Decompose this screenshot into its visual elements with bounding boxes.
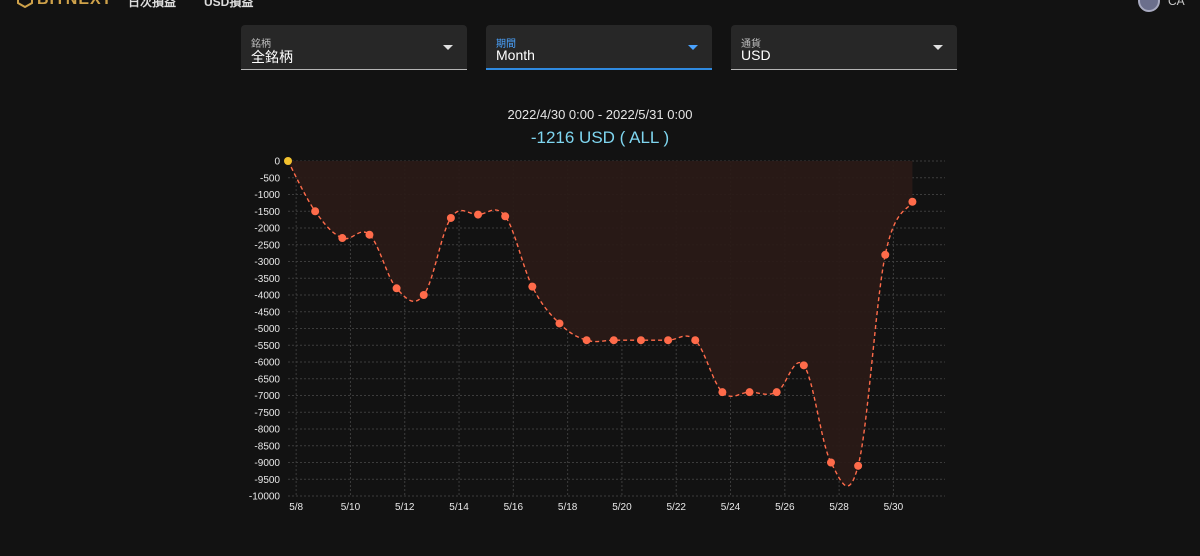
x-tick-label: 5/28 [829,502,849,513]
x-tick-label: 5/14 [449,502,469,513]
y-tick-label: 0 [274,157,280,168]
nav-item-usd-pnl[interactable]: USD損益 [204,0,254,9]
currency-select-label: 通貨 [741,39,761,50]
data-point[interactable] [338,234,347,243]
x-tick-label: 5/10 [341,502,361,513]
symbol-select-label: 銘柄 [251,39,271,50]
data-point[interactable] [718,388,727,397]
x-tick-label: 5/18 [558,502,578,513]
x-tick-label: 5/30 [884,502,904,513]
y-tick-label: -2500 [254,240,280,251]
data-point[interactable] [474,210,483,219]
y-tick-label: -5500 [254,341,280,352]
x-tick-label: 5/20 [612,502,632,513]
data-point[interactable] [446,213,455,222]
y-tick-label: -8500 [254,441,280,452]
x-tick-label: 5/22 [666,502,686,513]
data-point[interactable] [881,250,890,259]
y-tick-label: -9500 [254,475,280,486]
symbol-select-value: 全銘柄 [251,49,293,65]
data-point[interactable] [908,197,917,206]
data-point[interactable] [284,157,292,165]
data-point[interactable] [501,212,510,221]
y-tick-label: -1500 [254,207,280,218]
data-point[interactable] [528,282,537,291]
data-point[interactable] [582,336,591,345]
x-tick-label: 5/12 [395,502,415,513]
user-name[interactable]: CA [1168,0,1185,8]
data-point[interactable] [826,458,835,467]
data-point[interactable] [609,336,618,345]
period-select-value: Month [496,47,535,63]
x-tick-label: 5/8 [289,502,303,513]
total-pnl: -1216 USD ( ALL ) [530,128,670,147]
logo-mark-icon [17,0,33,8]
data-point[interactable] [311,207,320,216]
data-point[interactable] [745,388,754,397]
y-tick-label: -3500 [254,274,280,285]
nav-item-daily-pnl[interactable]: 日次損益 [128,0,177,9]
data-point[interactable] [799,361,808,370]
y-tick-label: -500 [260,173,280,184]
logo-text: BITNEXT [37,0,112,9]
y-tick-label: -6000 [254,358,280,369]
currency-select[interactable]: 通貨 USD [731,25,957,70]
y-tick-label: -4000 [254,291,280,302]
data-point[interactable] [691,336,700,345]
y-tick-label: -6500 [254,374,280,385]
y-tick-label: -3000 [254,257,280,268]
x-tick-label: 5/16 [504,502,524,513]
data-point[interactable] [772,388,781,397]
x-tick-label: 5/24 [721,502,741,513]
y-tick-label: -7000 [254,391,280,402]
data-point[interactable] [636,336,645,345]
logo[interactable]: BITNEXT [17,0,112,9]
x-tick-label: 5/26 [775,502,795,513]
y-tick-label: -7500 [254,408,280,419]
chevron-down-icon [688,45,698,50]
data-point[interactable] [392,284,401,293]
y-tick-label: -10000 [249,492,281,503]
y-tick-label: -1000 [254,190,280,201]
chevron-down-icon [933,45,943,50]
data-point[interactable] [365,230,374,239]
data-point[interactable] [664,336,673,345]
period-select[interactable]: 期間 Month [486,25,712,70]
symbol-select[interactable]: 銘柄 全銘柄 [241,25,467,70]
date-range: 2022/4/30 0:00 - 2022/5/31 0:00 [507,107,693,122]
area-fill [288,161,913,487]
chevron-down-icon [443,45,453,50]
y-tick-label: -4500 [254,307,280,318]
top-bar: BITNEXT 日次損益 USD損益 CA [0,0,1200,12]
data-point[interactable] [419,291,428,299]
y-tick-label: -2000 [254,224,280,235]
data-point[interactable] [854,461,863,470]
y-tick-label: -9000 [254,458,280,469]
currency-select-value: USD [741,47,771,63]
data-point[interactable] [555,319,564,328]
y-tick-label: -8000 [254,425,280,436]
period-select-label: 期間 [496,39,516,50]
y-tick-label: -5000 [254,324,280,335]
